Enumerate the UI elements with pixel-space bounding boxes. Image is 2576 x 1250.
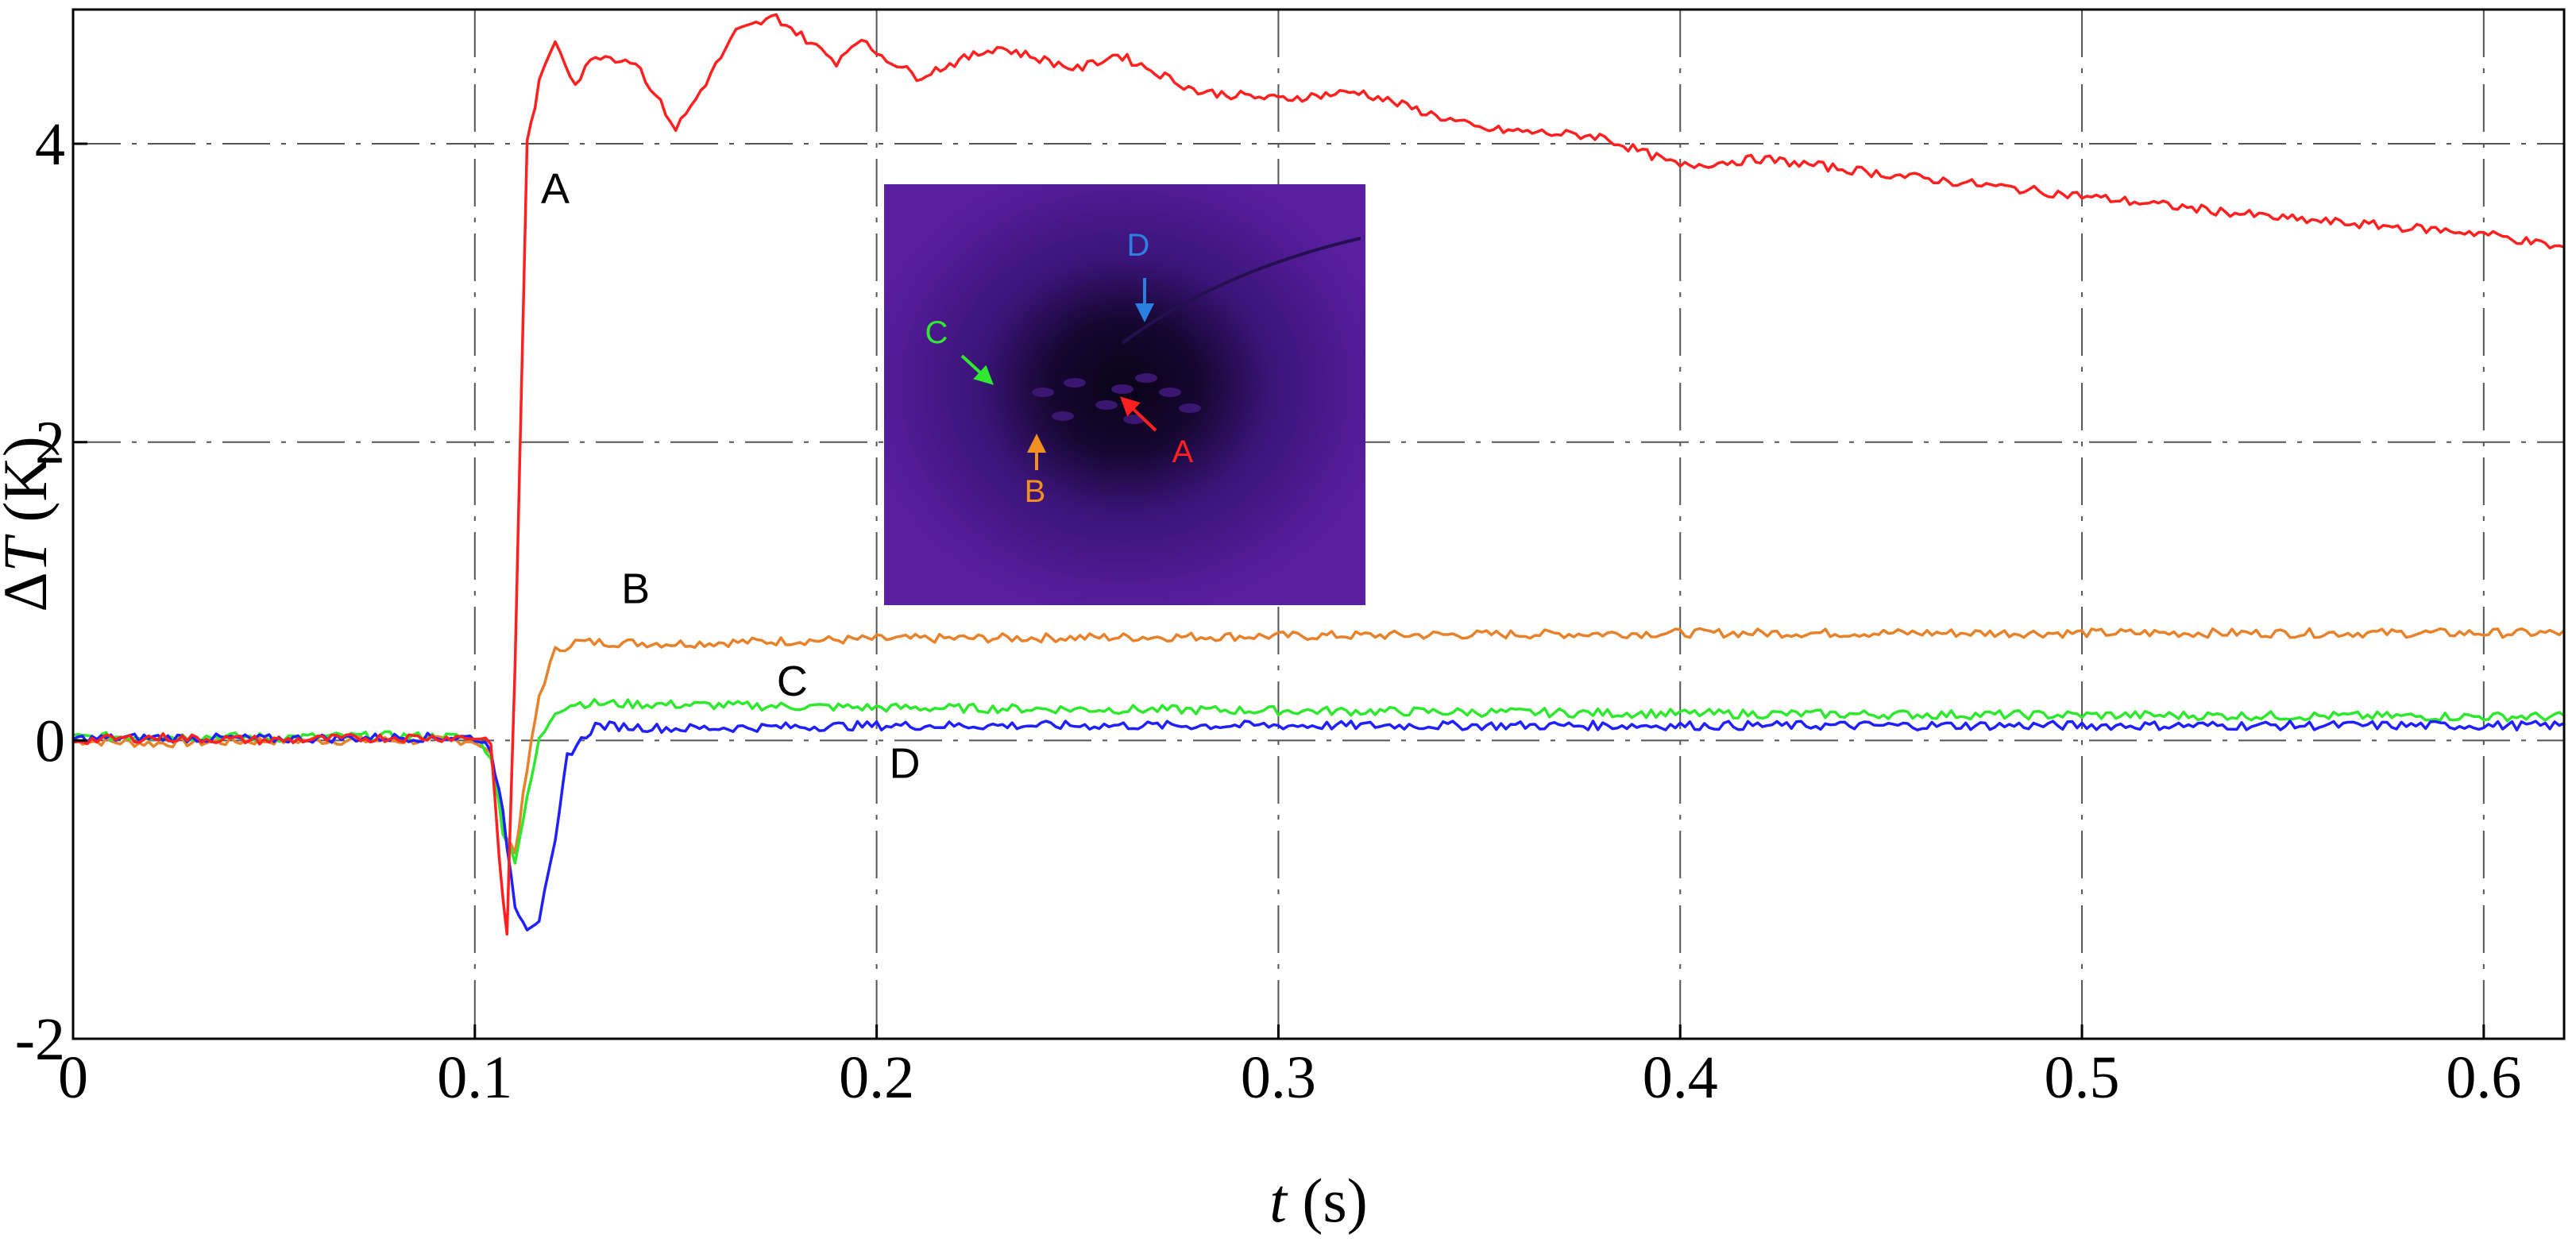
series-lines [72,13,2566,936]
inset-arrow-c [960,354,994,385]
inset-marker-b: B [1025,474,1046,509]
axis-labels: t (s) ΔT (K) [0,436,1368,1235]
series-annotation-c: C [777,658,808,705]
x-tick-label: 0.3 [1241,1044,1316,1111]
x-tick-label: 0.1 [437,1044,512,1111]
x-tick-label: 0.5 [2045,1044,2120,1111]
y-axis-label-unit: (K) [0,436,60,538]
series-annotation-b: B [621,565,650,613]
y-tick-label: 2 [35,410,65,476]
y-tick-label: 0 [35,708,65,774]
inset-hotspot [1052,411,1074,421]
x-tick-label: 0 [58,1044,88,1111]
x-tick-label: 0.6 [2446,1044,2521,1111]
inset-streak [1121,237,1361,345]
y-axis-label: ΔT (K) [0,436,60,611]
inset-hotspot [1179,403,1201,413]
y-axis-label-var: T [0,534,60,573]
x-axis-label-unit: (s) [1287,1166,1368,1235]
x-tick-label: 0.4 [1643,1044,1718,1111]
inset-marker-a: A [1172,434,1194,469]
series-annotations: A B C D [541,165,921,787]
inset-marker-d: D [1127,228,1150,263]
thermal-inset: A B C D [884,184,1365,605]
plot-border [71,8,2566,1040]
inset-hotspot [1135,373,1157,383]
y-axis-label-delta: Δ [0,573,60,612]
series-annotation-a: A [541,165,570,213]
inset-arrow-a [1120,396,1157,432]
x-tick-label: 0.2 [839,1044,914,1111]
inset-hotspot [1095,400,1118,410]
inset-hotspot [1064,378,1086,388]
plot-frame [71,8,2566,1040]
x-axis-label: t (s) [1269,1166,1367,1235]
series-line-b [72,627,2566,855]
x-axis-label-var: t [1269,1166,1288,1235]
inset-hotspot [1159,388,1181,397]
inset-hotspot [1111,384,1134,394]
y-tick-label: -2 [15,1006,65,1073]
series-line-a [72,13,2565,936]
inset-marker-c: C [925,315,948,350]
inset-dark-spot [884,184,1365,605]
y-tick-label: 4 [35,111,65,178]
series-line-d [72,720,2565,932]
series-line-c [72,697,2565,865]
series-annotation-d: D [890,739,921,787]
inset-hotspot [1032,388,1054,397]
